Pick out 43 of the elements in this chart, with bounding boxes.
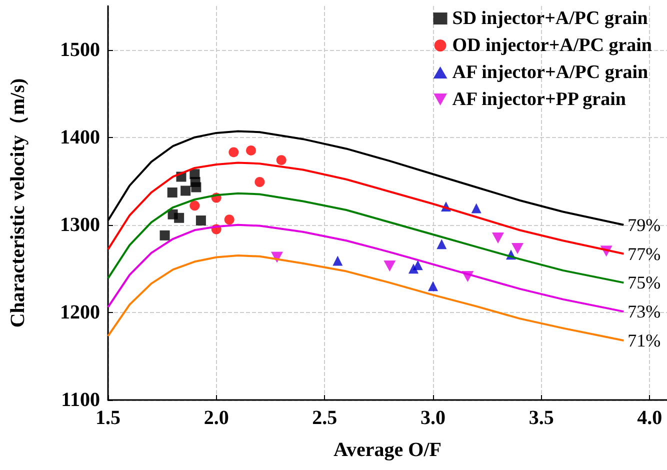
point xyxy=(160,230,170,240)
point xyxy=(191,182,202,192)
y-tick-label: 1300 xyxy=(60,214,100,236)
series-label: 75% xyxy=(628,272,661,293)
x-axis-title: Average O/F xyxy=(334,439,442,461)
point xyxy=(332,256,343,266)
y-tick-label: 1500 xyxy=(60,38,100,61)
point xyxy=(224,214,234,225)
legend-label: AF injector+PP grain xyxy=(452,89,626,110)
legend-label: AF injector+A/PC grain xyxy=(452,62,649,83)
series-label: 77% xyxy=(628,244,661,264)
legend-label: OD injector+A/PC grain xyxy=(452,35,652,56)
x-tick-label: 3.5 xyxy=(528,407,554,429)
point xyxy=(492,232,504,244)
point xyxy=(428,281,438,292)
x-tick-label: 4.0 xyxy=(637,407,662,429)
point xyxy=(408,264,418,274)
point xyxy=(167,187,178,198)
x-tick-label: 3.0 xyxy=(420,407,446,429)
line-series xyxy=(107,192,625,284)
x-tick-label: 2.5 xyxy=(312,407,338,429)
y-tick-label: 1200 xyxy=(60,301,100,324)
point xyxy=(246,145,256,156)
line-series xyxy=(107,224,625,313)
point xyxy=(436,239,447,250)
point xyxy=(512,243,524,254)
line-series xyxy=(107,254,625,342)
y-axis-title: Characteristic velocity（m/s) xyxy=(7,78,29,328)
point xyxy=(384,260,396,272)
point xyxy=(190,200,200,211)
series-label: 71% xyxy=(628,330,661,350)
point xyxy=(471,203,482,214)
x-tick-label: 2.0 xyxy=(204,407,229,429)
point xyxy=(180,186,191,196)
y-tick-label: 1400 xyxy=(60,126,100,148)
legend-label: SD injector+A/PC grain xyxy=(452,8,648,29)
point xyxy=(276,155,286,166)
series-label: 73% xyxy=(628,302,661,322)
point xyxy=(196,216,206,226)
point xyxy=(228,147,239,158)
series-label: 79% xyxy=(628,214,661,235)
point xyxy=(174,212,184,223)
point xyxy=(254,176,265,187)
